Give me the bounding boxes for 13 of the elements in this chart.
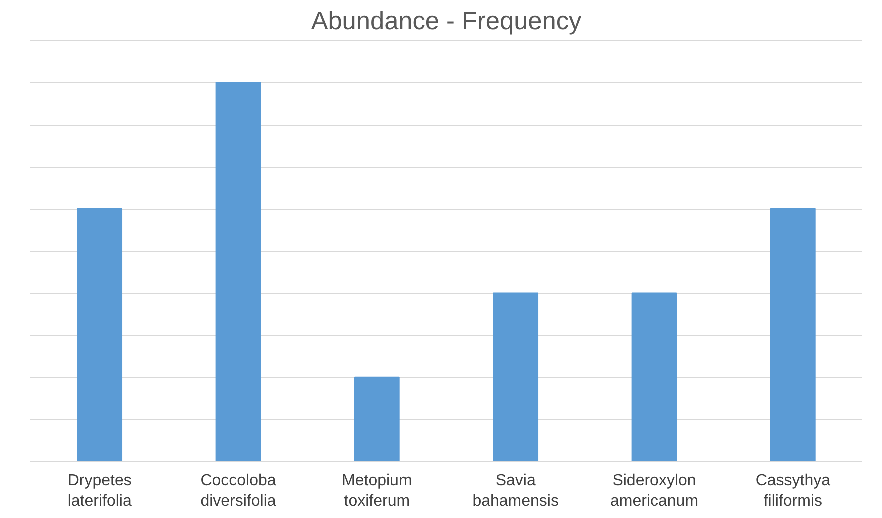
bar	[354, 376, 400, 462]
chart-title: Abundance - Frequency	[311, 8, 582, 36]
x-tick-label: Drypetes laterifolia	[68, 472, 132, 510]
bar	[632, 292, 678, 462]
bar	[77, 208, 123, 462]
x-tick-label: Savia bahamensis	[472, 472, 559, 510]
x-tick-label: Sideroxylon americanum	[610, 472, 699, 510]
bar	[216, 82, 262, 462]
x-tick-label: Cassythya filiformis	[756, 472, 831, 510]
bar	[493, 292, 539, 462]
x-tick-label: Metopium toxiferum	[342, 472, 412, 510]
bar	[770, 208, 816, 462]
x-tick-label: Coccoloba diversifolia	[200, 472, 276, 510]
